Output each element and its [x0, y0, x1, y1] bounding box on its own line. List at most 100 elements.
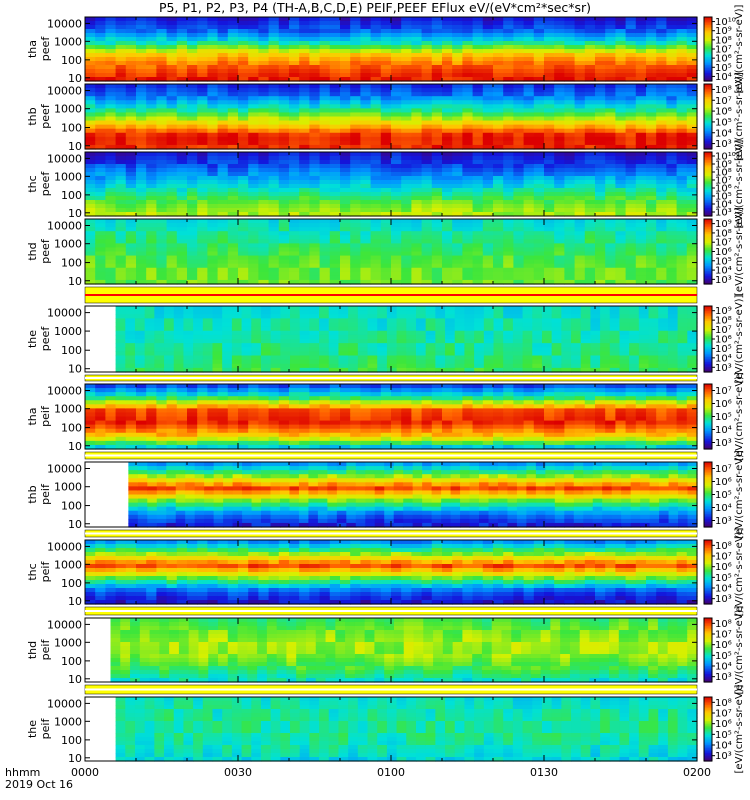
y-tick-label: 10 [68, 518, 82, 531]
colorbar-tick-label: 10⁶ [715, 477, 732, 488]
panel-ylabel: thb [26, 485, 39, 503]
colorbar-tick-label: 10⁸ [715, 698, 732, 709]
colorbar-label: [eV/(cm²-s-sr-eV)] [734, 4, 745, 93]
colorbar-tick-label: 10⁶ [715, 335, 732, 346]
panel-9: 10 100 1000 10000 the peif 10³10⁴10⁵10⁶10⁷10⁸[… [26, 684, 745, 773]
y-tick-label: 100 [61, 344, 82, 357]
colorbar-label: [eV/(cm²-s-sr-eV)] [734, 372, 745, 461]
colorbar-tick-label: 10¹⁰ [715, 17, 736, 28]
panel-ylabel: peif [39, 405, 52, 427]
colorbar-tick-label: 10⁵ [715, 490, 732, 501]
panel-5: 10 100 1000 10000 tha peif 10³ 10⁴ 10⁵ 10⁶ 10⁷ [eV/… [26, 372, 745, 461]
colorbar [703, 539, 713, 605]
colorbar-tick-label: 10³ [715, 275, 732, 286]
y-tick-label: 100 [61, 422, 82, 435]
colorbar-tick-label: 10⁴ [715, 200, 732, 211]
colorbar-tick-label: 10⁵ [715, 344, 732, 355]
panel-ylabel: thd [26, 641, 39, 659]
colorbar-tick-label: 10⁵ [715, 63, 732, 74]
colorbar-tick-label: 10¹⁰ [715, 152, 736, 163]
y-tick-label: 1000 [54, 403, 82, 416]
y-tick-label: 1000 [54, 636, 82, 649]
y-tick-label: 10000 [47, 307, 82, 320]
colorbar-tick-label: 10⁶ [715, 399, 732, 410]
panel-7: 10 100 1000 10000 thc peif 10³10⁴10⁵10⁶10⁷10⁸[… [26, 527, 745, 616]
colorbar-tick-label: 10⁷ [715, 45, 732, 56]
panel-ylabel: peif [39, 561, 52, 583]
colorbar-tick-label: 10⁸ [715, 35, 732, 46]
colorbar-tick-label: 10⁴ [715, 741, 732, 752]
colorbar-label: [eV/(cm²-s-sr-eV)] [734, 139, 745, 228]
y-tick-label: 10 [68, 673, 82, 686]
colorbar-tick-label: 10⁶ [715, 54, 732, 65]
panel-ylabel: the [26, 720, 39, 738]
colorbar-label: [eV/(cm²-s-sr-eV)] [734, 605, 745, 694]
colorbar [703, 151, 713, 217]
colorbar-tick-label: 10⁷ [715, 238, 732, 249]
colorbar-tick-label: 10⁷ [715, 709, 732, 720]
y-tick-label: 1000 [54, 238, 82, 251]
colorbar-tick-label: 10⁴ [715, 425, 732, 436]
y-tick-label: 10 [68, 363, 82, 376]
colorbar-tick-label: 10³ [715, 672, 732, 683]
y-tick-label: 100 [61, 500, 82, 513]
y-tick-label: 100 [61, 734, 82, 747]
x-tick-label: 0130 [530, 766, 558, 779]
y-tick-label: 100 [61, 189, 82, 202]
colorbar-tick-label: 10⁴ [715, 584, 732, 595]
panel-ylabel: tha [26, 407, 39, 425]
colorbar-tick-label: 10³ [715, 516, 732, 527]
colorbar [703, 617, 713, 683]
colorbar-tick-label: 10⁷ [715, 325, 732, 336]
colorbar-label: [eV/(cm²-s-sr-eV)] [734, 294, 745, 383]
colorbar-tick-label: 10³ [715, 594, 732, 605]
colorbar-tick-label: 10⁸ [715, 168, 732, 179]
y-tick-label: 1000 [54, 35, 82, 48]
colorbar-tick-label: 10³ [715, 139, 732, 150]
colorbar-tick-label: 10⁸ [715, 85, 732, 96]
panel-ylabel: thd [26, 242, 39, 260]
colorbar-tick-label: 10⁵ [715, 412, 732, 423]
y-tick-label: 10 [68, 207, 82, 220]
colorbar-label: [eV/(cm²-s-sr-eV)] [734, 450, 745, 539]
y-tick-label: 10000 [47, 152, 82, 165]
colorbar-tick-label: 10⁴ [715, 128, 732, 139]
colorbar-tick-label: 10⁶ [715, 107, 732, 118]
colorbar-tick-label: 10⁴ [715, 503, 732, 514]
colorbar-tick-label: 10⁷ [715, 464, 732, 475]
y-tick-label: 100 [61, 655, 82, 668]
panel-ylabel: tha [26, 40, 39, 58]
x-tick-label: 0200 [683, 766, 711, 779]
y-tick-label: 10000 [47, 540, 82, 553]
y-tick-label: 10 [68, 595, 82, 608]
y-tick-label: 100 [61, 54, 82, 67]
panel-ylabel: peif [39, 639, 52, 661]
panel-ylabel: peef [39, 171, 52, 197]
y-tick-label: 10000 [47, 220, 82, 233]
panel-ylabel: peif [39, 718, 52, 740]
colorbar-tick-label: 10⁵ [715, 573, 732, 584]
colorbar-tick-label: 10⁷ [715, 96, 732, 107]
y-tick-label: 1000 [54, 170, 82, 183]
colorbar-label: [eV/(cm²-s-sr-eV)] [734, 207, 745, 296]
y-tick-label: 10 [68, 275, 82, 288]
y-tick-label: 1000 [54, 558, 82, 571]
y-tick-label: 10000 [47, 697, 82, 710]
y-tick-label: 10000 [47, 385, 82, 398]
colorbar-tick-label: 10³ [715, 208, 732, 219]
colorbar-tick-label: 10⁶ [715, 640, 732, 651]
panel-ylabel: peif [39, 483, 52, 505]
colorbar-tick-label: 10⁵ [715, 256, 732, 267]
panel-ylabel: peef [39, 36, 52, 62]
panel-ylabel: peef [39, 326, 52, 352]
colorbar-tick-label: 10⁶ [715, 719, 732, 730]
colorbar-tick-label: 10⁵ [715, 192, 732, 203]
y-tick-label: 10 [68, 752, 82, 765]
colorbar-tick-label: 10³ [715, 438, 732, 449]
colorbar-tick-label: 10⁴ [715, 266, 732, 277]
colorbar-tick-label: 10⁶ [715, 562, 732, 573]
colorbar-tick-label: 10⁵ [715, 117, 732, 128]
